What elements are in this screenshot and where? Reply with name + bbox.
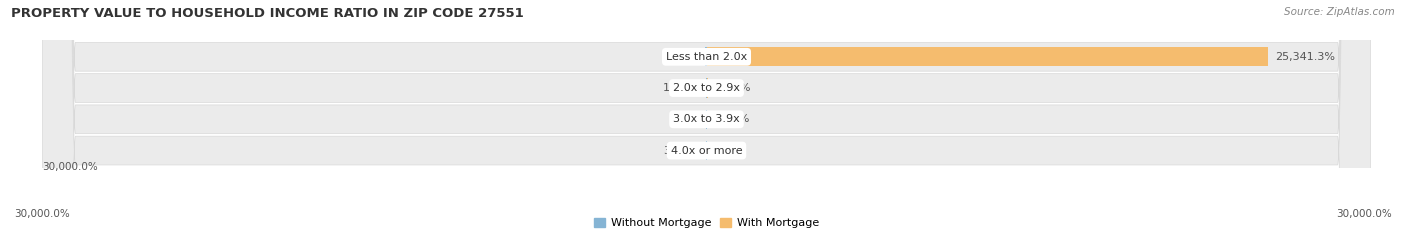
Text: Less than 2.0x: Less than 2.0x xyxy=(666,52,747,62)
Text: 14.0%: 14.0% xyxy=(714,114,749,124)
Text: 3.3%: 3.3% xyxy=(671,114,699,124)
Bar xyxy=(706,47,1268,66)
FancyBboxPatch shape xyxy=(42,0,1371,233)
Legend: Without Mortgage, With Mortgage: Without Mortgage, With Mortgage xyxy=(589,213,824,233)
Text: 30,000.0%: 30,000.0% xyxy=(42,162,98,172)
Text: 2.0x to 2.9x: 2.0x to 2.9x xyxy=(673,83,740,93)
Text: 50.1%: 50.1% xyxy=(662,52,697,62)
Text: 58.4%: 58.4% xyxy=(716,83,751,93)
FancyBboxPatch shape xyxy=(42,0,1371,233)
FancyBboxPatch shape xyxy=(42,0,1371,233)
Text: 7.5%: 7.5% xyxy=(714,146,742,156)
FancyBboxPatch shape xyxy=(42,0,1371,233)
Text: Source: ZipAtlas.com: Source: ZipAtlas.com xyxy=(1284,7,1395,17)
Text: 30,000.0%: 30,000.0% xyxy=(14,209,70,219)
Text: 30,000.0%: 30,000.0% xyxy=(1336,209,1392,219)
Text: 35.6%: 35.6% xyxy=(662,146,697,156)
Text: 25,341.3%: 25,341.3% xyxy=(1275,52,1336,62)
Text: 3.0x to 3.9x: 3.0x to 3.9x xyxy=(673,114,740,124)
Text: PROPERTY VALUE TO HOUSEHOLD INCOME RATIO IN ZIP CODE 27551: PROPERTY VALUE TO HOUSEHOLD INCOME RATIO… xyxy=(11,7,524,20)
Text: 4.0x or more: 4.0x or more xyxy=(671,146,742,156)
Text: 10.9%: 10.9% xyxy=(664,83,699,93)
